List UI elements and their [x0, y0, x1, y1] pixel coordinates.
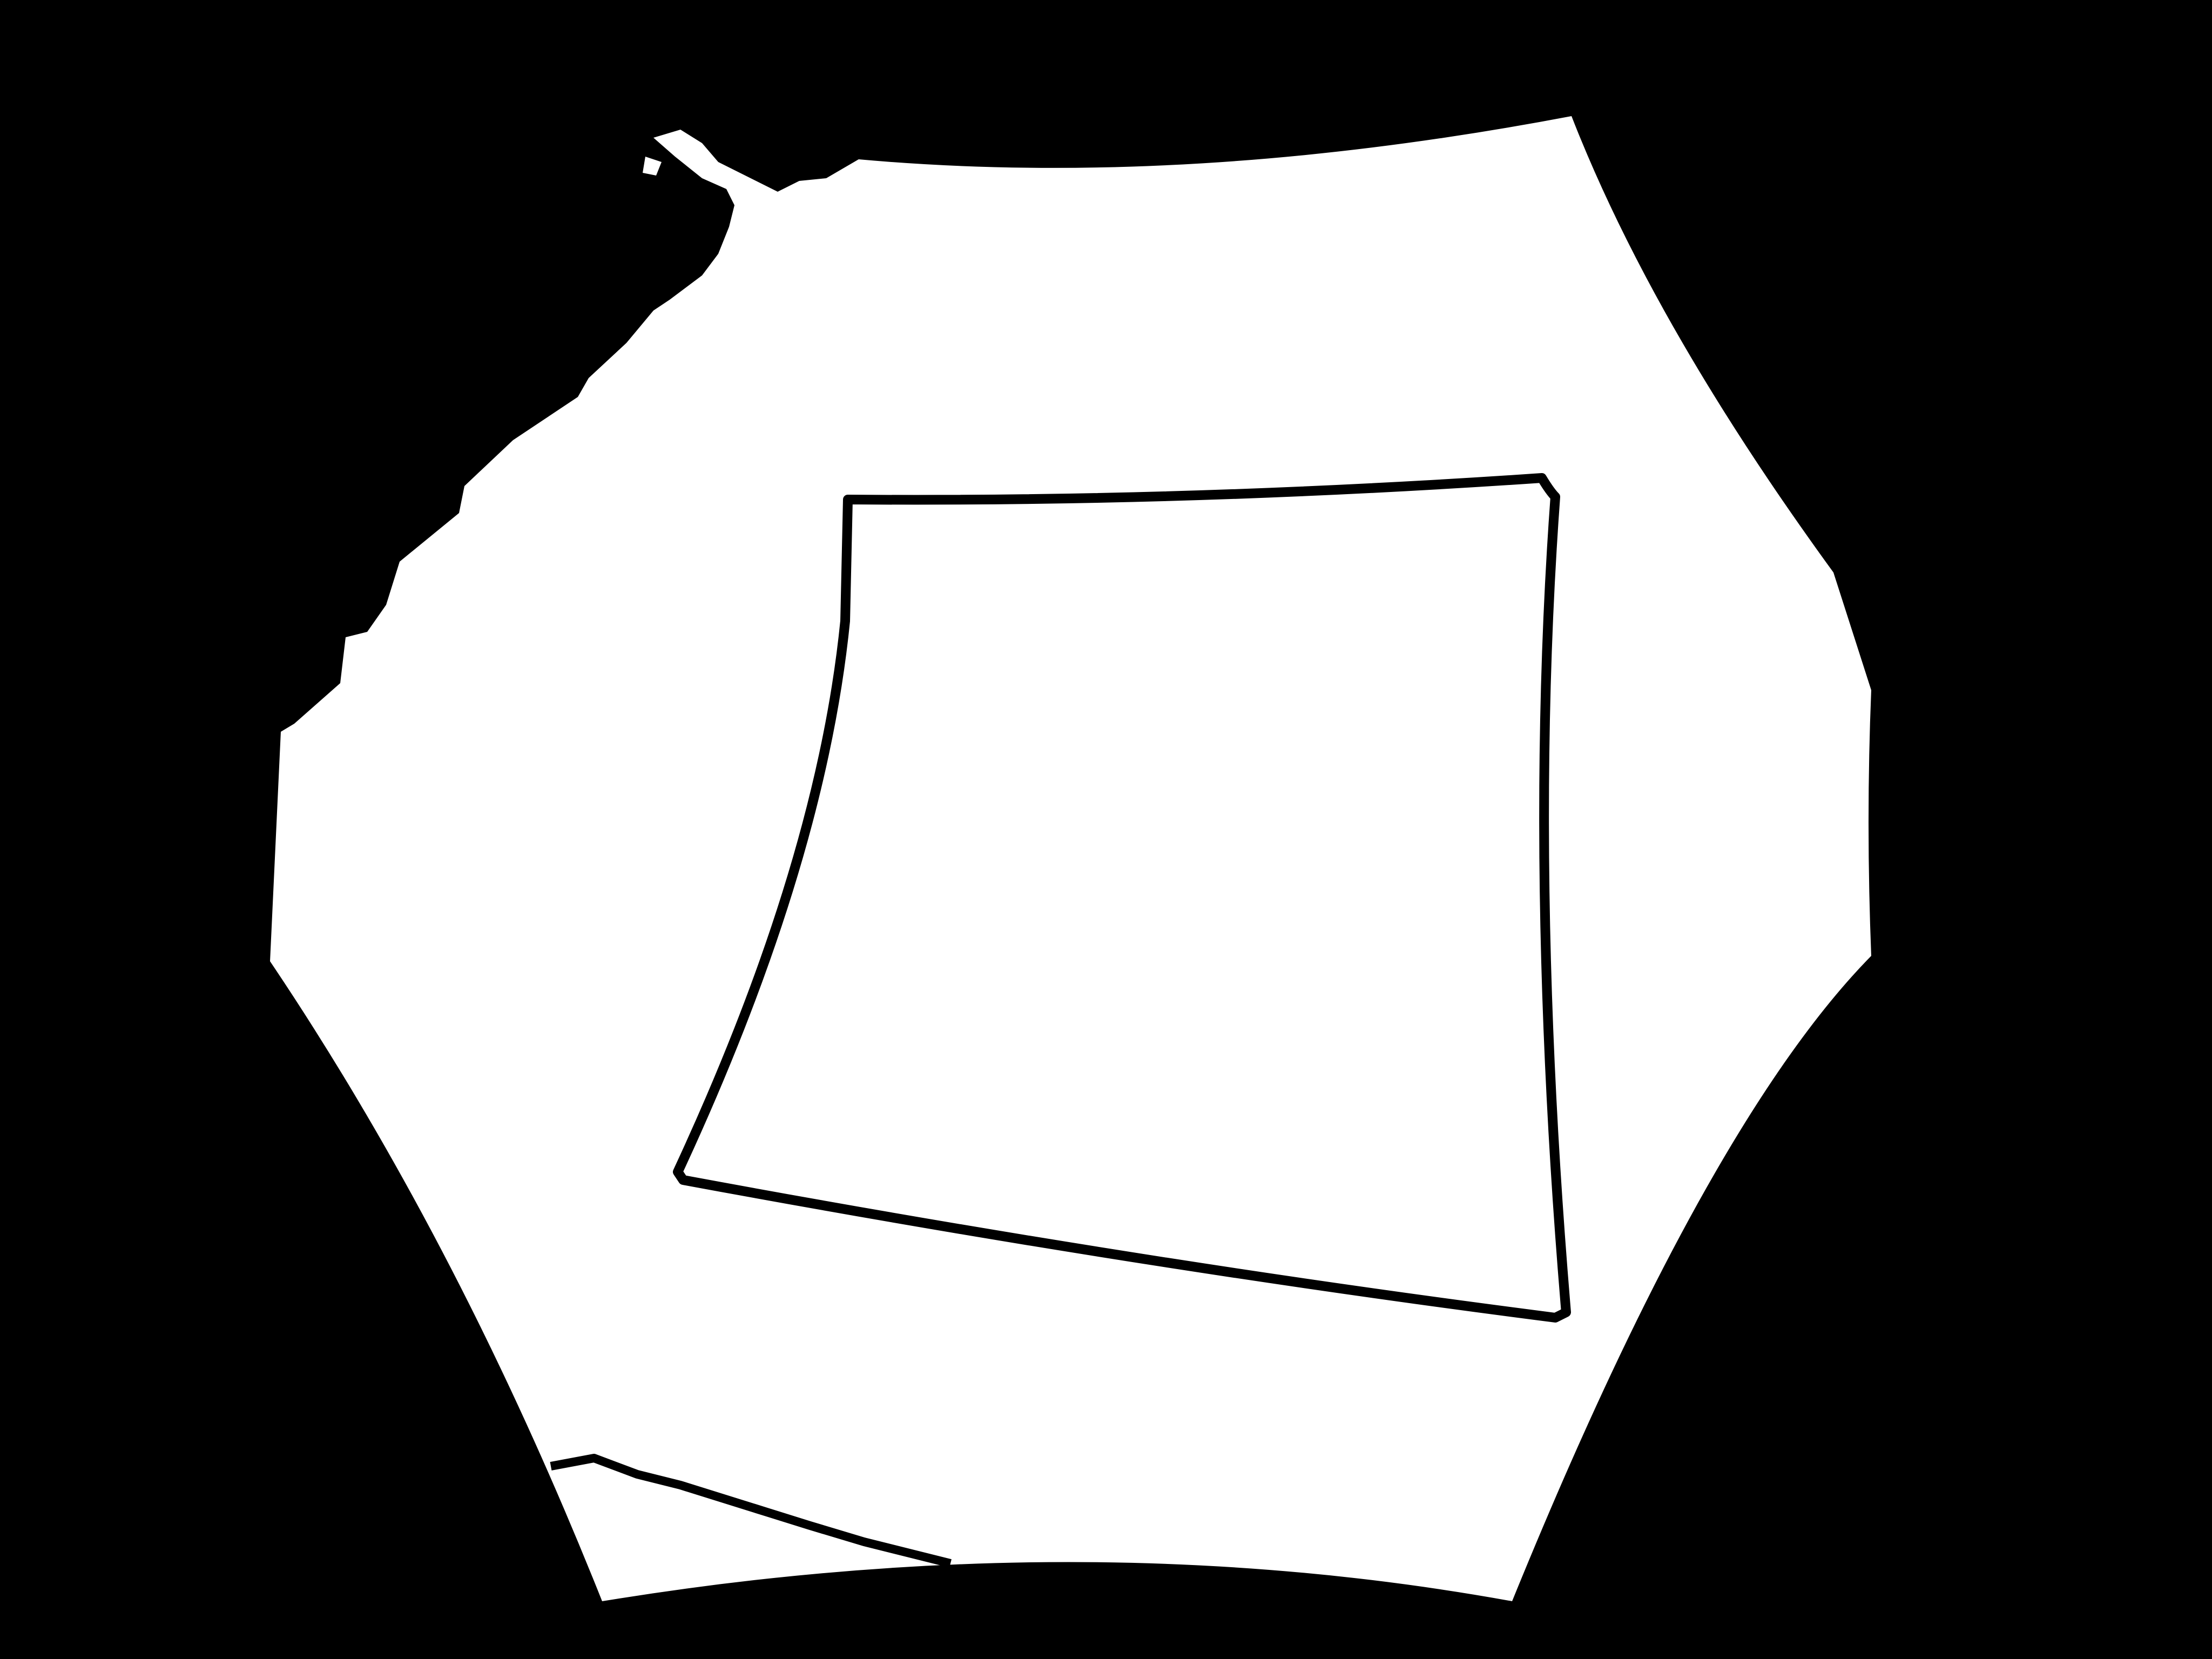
speckle-fragment [643, 157, 662, 176]
lower-left-edge [550, 1454, 952, 1568]
speckle-fragment [810, 186, 826, 203]
inner-quad-outline [673, 473, 1571, 1323]
